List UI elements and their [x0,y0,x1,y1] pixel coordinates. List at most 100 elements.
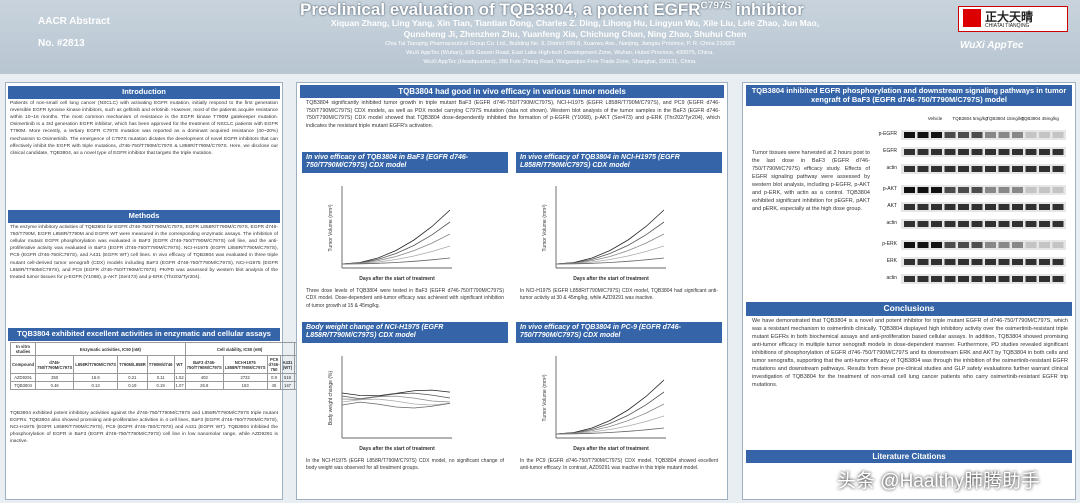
blot-band [1052,221,1064,227]
figure-plot: Body weight change (%) Days after the sta… [328,356,452,452]
blot-band [971,149,983,155]
blot-band [1012,204,1023,210]
column-header: d746-750/T790M/C797S [35,355,75,374]
curve [555,245,665,265]
blot-band [971,187,983,193]
table-cell: 0.13 [73,381,118,390]
figure: In vivo efficacy of TQB3804 in BaF3 (EGF… [302,152,508,318]
blot-band [998,276,1010,282]
column-header: NCI-H1975 L858R/T790M/C797S [222,355,268,374]
blot-strip [901,219,1066,229]
blot-band [998,166,1010,172]
blot-band [1052,187,1064,193]
blot-band [904,166,915,172]
blot-band [904,204,915,210]
blot-band [944,221,956,227]
blot-band [958,149,969,155]
y-axis-label: Tumor Volume (mm³) [542,204,548,251]
blot-band [998,187,1010,193]
column-header: A431 (WT) [280,355,295,374]
affiliation: Chia Tai Tianqing Pharmaceutical Group C… [385,41,735,47]
blot-band [1039,242,1050,248]
table-cell: 0.19 [146,381,175,390]
title-end: inhibitor [735,0,804,19]
blot-band [1039,132,1050,138]
blot-band [1025,187,1037,193]
table-cell: AZD9291 [9,373,37,382]
blot-band [1025,259,1037,265]
column-header: WT [173,355,186,374]
table-wrap: In vitro studies Enzymatic activities, IC… [9,342,333,390]
blot-band [958,166,969,172]
curve [555,391,665,435]
blot-band [917,149,929,155]
blot-group: TQB3804 45mg/kg [1021,116,1059,121]
curve [341,245,451,265]
blot-band [1052,204,1064,210]
blot-band [1012,187,1023,193]
logo-wuxi: WuXi AppTec [960,40,1024,51]
section-heading: TQB3804 exhibited excellent activities i… [8,328,280,341]
figure-plot: Tumor Volume (mm³) Days after the start o… [542,186,666,282]
blot-label: ERK [887,258,898,264]
blot-band [985,204,996,210]
table-cell: 26.8 [184,381,224,390]
blot-band [917,187,929,193]
abstract-label: AACR Abstract [38,16,110,27]
blot-band [1025,242,1037,248]
header-band [0,0,1080,74]
curve [341,398,451,406]
figure: In vivo efficacy of TQB3804 in PC-9 (EGF… [516,322,722,488]
blot-band [958,221,969,227]
blot-band [931,259,942,265]
blot-band [931,221,942,227]
figure-title: Body weight change of NCI-H1975 (EGFR L8… [302,322,508,343]
authors: Qunsheng Ji, Zhenzhen Zhu, Yuanfeng Xia,… [403,29,747,39]
y-axis-label: Tumor Volume (mm³) [328,204,334,251]
table-cell: 350 [35,373,75,382]
figure-caption: In NCI-H1975 (EGFR L858R/T790M/C797S) CD… [520,288,718,302]
figure: Body weight change of NCI-H1975 (EGFR L8… [302,322,508,488]
blot-band [1052,276,1064,282]
table-cell: 2732 [222,373,268,382]
title-main: Preclinical evaluation of TQB3804, a pot… [300,0,701,19]
table-cell: TQB3804 [9,381,37,390]
conclusions-text: We have demonstrated that TQB3804 is a n… [752,318,1068,388]
blot-band [1012,166,1023,172]
blot-band [1012,259,1023,265]
figure-caption: In the PC9 (EGFR d746-750/T790M/C797S) C… [520,458,718,472]
column-header: T790M/L858R [116,355,148,374]
affiliation: WuXi AppTec (Headquarters), 288 Fute Zho… [423,59,697,65]
blot-group: Vehicle [928,116,943,121]
blot-strip [901,130,1066,140]
blot-band [917,276,929,282]
x-axis-label: Days after the start of treatment [573,446,649,452]
blot-band [985,259,996,265]
blot-band [958,204,969,210]
curve [341,257,451,265]
blot-band [1012,242,1023,248]
data-table: In vitro studies Enzymatic activities, IC… [9,342,333,390]
blot-band [904,242,915,248]
table-cell: 0.9 [266,373,282,382]
blot-band [1052,132,1064,138]
table-cell: 0.11 [146,373,175,382]
blot-band [931,132,942,138]
blot-band [1012,276,1023,282]
figure-plot: Tumor Volume (mm³) Days after the start o… [328,186,452,282]
blot-band [904,132,915,138]
figure-title: In vivo efficacy of TQB3804 in PC-9 (EGF… [516,322,722,343]
blot-band [944,242,956,248]
column-header: BaF3 d746-750/T790M/C797S [184,355,224,374]
blot-label: p-ERK [882,241,897,247]
section-heading: Methods [8,210,280,223]
curve [555,209,665,265]
in-vivo-text: TQB3804 significantly inhibited tumor gr… [306,100,720,130]
blot-band [985,187,996,193]
figure-title: In vivo efficacy of TQB3804 in BaF3 (EGF… [302,152,508,173]
authors: Xiquan Zhang, Ling Yang, Xin Tian, Tiant… [330,18,820,28]
blot-band [944,132,956,138]
table-cell: 1.52 [173,373,186,382]
blot-band [917,132,929,138]
